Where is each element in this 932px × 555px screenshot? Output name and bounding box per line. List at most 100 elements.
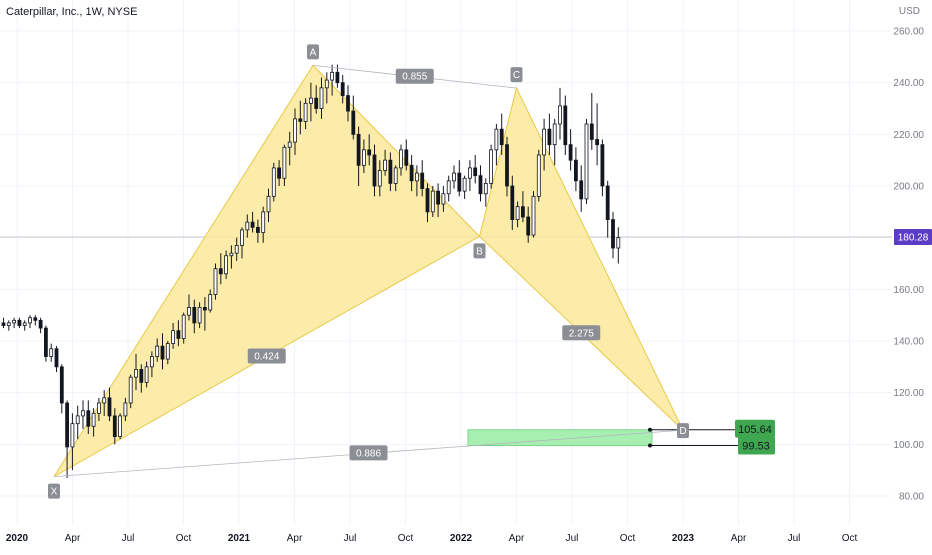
- candle-body: [356, 133, 361, 166]
- candle-body: [287, 141, 292, 148]
- candle-body: [467, 167, 472, 179]
- candle-body: [452, 172, 456, 182]
- candle-body: [457, 172, 462, 192]
- point-badge-D-bg: [677, 423, 689, 439]
- candle-body: [255, 226, 260, 233]
- candles: [1, 64, 621, 478]
- candle-body: [224, 255, 229, 275]
- candle-body: [202, 307, 207, 311]
- y-tick-label: 120.00: [893, 388, 924, 399]
- candle-body: [1, 322, 6, 326]
- candle-body: [595, 139, 599, 146]
- candle-body: [112, 415, 117, 437]
- candle-body: [510, 185, 515, 220]
- candle-body: [187, 307, 191, 316]
- y-tick-label: 260.00: [893, 27, 924, 38]
- target-zone-rect: [467, 429, 653, 447]
- point-badge-X-bg: [48, 483, 60, 499]
- candle-body: [6, 322, 11, 326]
- candle-body: [28, 317, 32, 324]
- candle-body: [574, 159, 578, 182]
- candle-body: [91, 412, 96, 427]
- candle-body: [54, 348, 59, 368]
- candle-body: [446, 180, 451, 195]
- point-badge-B-bg: [473, 243, 486, 259]
- y-tick-label: 100.00: [893, 440, 924, 451]
- candle-body: [229, 252, 234, 257]
- candle-body: [547, 128, 552, 146]
- candle-body: [383, 159, 388, 171]
- ratio-label-bg: [247, 348, 286, 364]
- candle-body: [277, 167, 282, 179]
- candle-body: [473, 167, 478, 177]
- candle-body: [149, 356, 154, 368]
- x-tick-label: Oct: [176, 533, 192, 544]
- candle-body: [38, 319, 43, 329]
- target-label-top: 105.64: [738, 424, 772, 436]
- target-dot: [648, 443, 652, 448]
- point-label-X: X: [51, 487, 58, 498]
- candle-body: [81, 410, 85, 417]
- candle-body: [568, 144, 573, 161]
- target-zone: 105.64 99.53: [467, 419, 775, 455]
- candle-body: [97, 402, 101, 414]
- candle-body: [213, 268, 218, 295]
- candle-body: [234, 245, 239, 254]
- candle-body: [282, 146, 287, 179]
- x-tick-label: Apr: [287, 533, 303, 544]
- y-tick-label: 80.00: [899, 492, 924, 503]
- candle-body: [75, 415, 80, 425]
- point-badge-C-bg: [510, 67, 523, 83]
- pattern-fill: [53, 64, 684, 478]
- point-label-C: C: [513, 70, 520, 81]
- candle-body: [240, 229, 244, 246]
- x-tick-label: Jul: [566, 533, 579, 544]
- candle-body: [197, 307, 202, 324]
- candle-body: [478, 175, 483, 195]
- candle-body: [521, 206, 525, 218]
- candle-body: [314, 97, 319, 109]
- candle-body: [134, 369, 138, 378]
- ratio-label-bg: [349, 445, 388, 461]
- candle-body: [298, 118, 303, 122]
- candle-body: [330, 71, 335, 81]
- pattern-triangle-bcd: [478, 86, 684, 431]
- x-tick-label: Apr: [509, 533, 525, 544]
- candle-body: [393, 167, 398, 184]
- y-tick-label: 160.00: [893, 285, 924, 296]
- candle-body: [531, 195, 536, 236]
- candle-body: [542, 128, 546, 156]
- x-tick-label: 2023: [672, 533, 695, 544]
- candle-body: [107, 397, 112, 417]
- candle-body: [489, 149, 494, 184]
- target-label-bottom: 99.53: [742, 441, 770, 453]
- candle-body: [558, 105, 562, 125]
- candle-body: [171, 330, 176, 344]
- chart-title: Caterpillar, Inc., 1W, NYSE: [6, 6, 138, 18]
- candle-body: [505, 144, 509, 187]
- price-badge: [894, 228, 932, 245]
- y-tick-label: 140.00: [893, 337, 924, 348]
- candle-body: [33, 317, 38, 321]
- candle-body: [335, 71, 340, 84]
- candle-body: [589, 123, 594, 140]
- candle-body: [17, 319, 22, 326]
- candle-body: [165, 343, 170, 360]
- candle-body: [414, 172, 419, 182]
- candle-body: [351, 110, 356, 135]
- candle-body: [563, 105, 568, 146]
- candle-body: [462, 177, 467, 192]
- candle-body: [65, 402, 69, 448]
- candle-body: [319, 87, 324, 109]
- candle-body: [483, 183, 488, 195]
- candle-body: [579, 180, 584, 200]
- ratio-label: 0.424: [254, 352, 279, 363]
- candle-body: [70, 423, 75, 448]
- candle-body: [123, 402, 128, 417]
- candle-body: [536, 154, 541, 197]
- candle-body: [552, 123, 557, 146]
- x-tick-label: 2022: [450, 533, 473, 544]
- candle-body: [308, 97, 313, 104]
- candle-body: [250, 221, 255, 228]
